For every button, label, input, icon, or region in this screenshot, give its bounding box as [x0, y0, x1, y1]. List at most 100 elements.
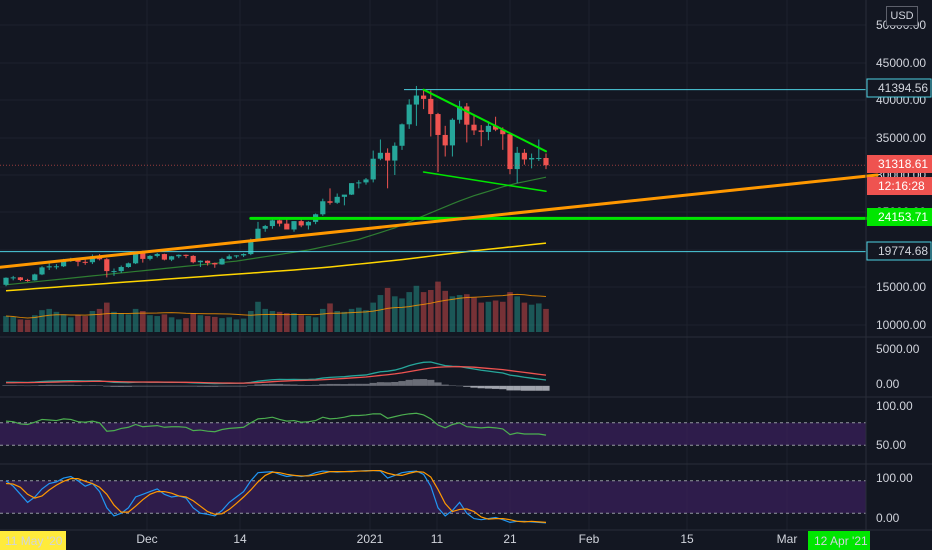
macd-hist-bar-73 [528, 385, 536, 391]
candle-body-54 [392, 145, 398, 161]
candle-body-1 [10, 277, 16, 279]
macd-hist-bar-27 [196, 385, 204, 387]
ma-50-line [5, 176, 547, 286]
macd-hist-bar-74 [535, 385, 543, 391]
macd-tick-label-0: 5000.00 [876, 342, 920, 356]
volume-bar-52 [377, 295, 384, 332]
price-tag-bg-0 [866, 78, 932, 98]
macd-signal-line [5, 366, 547, 384]
currency-label[interactable]: USD [886, 6, 918, 26]
volume-bar-61 [442, 290, 448, 332]
stoch-tick-label-1: 0.00 [876, 511, 900, 525]
candle-body-5 [39, 267, 45, 275]
macd-hist-bar-68 [492, 385, 500, 389]
candle-body-19 [140, 252, 146, 259]
macd-hist-bar-32 [232, 385, 240, 387]
macd-hist-bar-20 [146, 385, 154, 387]
candle-body-68 [493, 125, 499, 130]
macd-hist-bar-25 [182, 385, 190, 387]
candle-body-12 [89, 256, 95, 263]
macd-hist-bar-48 [348, 383, 356, 386]
macd-hist-bar-62 [448, 385, 456, 386]
candle-body-65 [471, 124, 477, 131]
volume-bar-70 [507, 292, 513, 332]
macd-hist-bar-33 [240, 385, 248, 387]
macd-hist-bar-63 [456, 385, 464, 387]
candle-body-73 [529, 157, 535, 160]
volume-bar-23 [168, 317, 175, 332]
macd-hist-bar-23 [168, 385, 176, 387]
price-tag-bg-1 [867, 155, 932, 173]
volume-bar-31 [226, 317, 232, 332]
macd-hist-bar-72 [520, 385, 528, 391]
macd-hist-bar-75 [542, 385, 550, 391]
candle-body-4 [32, 274, 38, 281]
macd-hist-bar-35 [254, 384, 262, 386]
volume-bar-21 [154, 316, 160, 332]
candle-body-66 [478, 130, 484, 132]
volume-bar-27 [197, 315, 204, 332]
volume-bar-49 [356, 307, 362, 332]
macd-hist-bar-6 [45, 384, 53, 386]
volume-bar-57 [413, 285, 420, 332]
macd-hist-bar-28 [204, 385, 212, 387]
volume-bar-67 [485, 301, 492, 332]
candle-body-27 [197, 260, 203, 263]
candle-body-11 [82, 261, 88, 263]
candle-body-15 [111, 271, 117, 273]
price-tag-3: 24153.71 [867, 208, 932, 226]
candle-body-18 [133, 252, 139, 264]
price-tag-bg-4 [866, 241, 932, 261]
price-tag-text-3: 24153.71 [878, 210, 928, 224]
candle-body-55 [399, 124, 405, 146]
end-date-tag-bg [808, 531, 870, 550]
macd-hist-bar-64 [463, 385, 471, 387]
candle-body-48 [349, 183, 355, 195]
macd-hist-bar-29 [211, 385, 219, 387]
macd-hist-bar-39 [283, 384, 291, 386]
macd-hist-bar-43 [312, 384, 320, 386]
volume-bar-16 [118, 313, 124, 332]
candle-body-38 [277, 220, 283, 224]
candle-body-75 [543, 157, 549, 166]
volume-bar-46 [334, 311, 340, 332]
candle-body-8 [61, 259, 67, 267]
macd-hist-bar-54 [391, 381, 399, 386]
candle-body-17 [125, 263, 131, 268]
orange-trend-line [0, 173, 879, 269]
macd-hist-bar-41 [297, 384, 305, 386]
volume-bar-12 [89, 311, 96, 332]
candle-body-3 [25, 279, 31, 281]
volume-bar-14 [104, 302, 110, 332]
stoch-tick-label-0: 100.00 [876, 471, 913, 485]
macd-hist-bar-14 [103, 385, 111, 387]
stoch-d-line [5, 469, 547, 523]
candle-body-28 [205, 260, 211, 263]
macd-hist-bar-13 [96, 385, 104, 386]
macd-hist-bar-3 [24, 385, 32, 387]
candle-body-52 [377, 152, 383, 159]
macd-hist-bar-18 [132, 385, 140, 387]
macd-hist-bar-47 [340, 384, 348, 386]
time-axis[interactable]: Dec 14 2021 11 21 Feb 15 Mar 11 May '20 12 Apr '2… [0, 531, 870, 550]
macd-hist-bar-51 [369, 382, 377, 386]
rsi-tick-label-0: 100.00 [876, 399, 913, 413]
candle-body-39 [284, 223, 290, 230]
volume-bar-0 [3, 316, 9, 332]
time-tick-label-2: 2021 [357, 532, 384, 546]
candle-body-47 [341, 194, 347, 197]
candle-body-22 [161, 254, 167, 260]
volume-bar-18 [132, 308, 139, 332]
candle-body-57 [413, 95, 419, 105]
price-tag-text-0: 41394.56 [878, 81, 928, 95]
volume-bar-3 [24, 319, 31, 332]
candle-body-24 [176, 254, 182, 257]
macd-panel [2, 361, 550, 391]
macd-hist-bar-53 [384, 382, 392, 386]
trend-lines[interactable] [0, 88, 879, 295]
candle-body-64 [464, 106, 470, 125]
volume-bar-47 [341, 311, 348, 332]
volume-bar-4 [32, 315, 38, 332]
